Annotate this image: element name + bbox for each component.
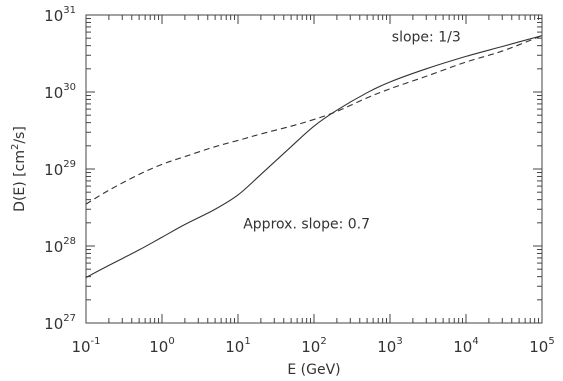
x-tick-label: 10-1 — [71, 336, 100, 356]
y-tick-label: 1031 — [44, 5, 76, 25]
plot-frame — [85, 14, 543, 324]
series-group — [85, 35, 543, 278]
x-tick-label: 102 — [301, 336, 326, 356]
annotation-slope-one-third: slope: 1/3 — [392, 30, 461, 46]
y-axis-title-exp: 2 — [10, 144, 21, 150]
axis-ticks — [85, 14, 543, 324]
y-axis-title-tail: /s] — [12, 126, 28, 143]
solid-series-line — [85, 35, 543, 278]
y-tick-label: 1030 — [44, 82, 76, 102]
x-tick-label: 100 — [149, 336, 174, 356]
y-tick-label: 1029 — [44, 159, 76, 179]
axis-tick-labels: 10-1 100 101 102 103 104 105 1027 1028 1029 1030 10… — [44, 5, 555, 356]
x-axis-title: E (GeV) — [287, 362, 340, 378]
annotation-approx-slope: Approx. slope: 0.7 — [243, 216, 370, 232]
x-tick-label: 103 — [377, 336, 402, 356]
x-tick-label: 104 — [453, 336, 478, 356]
dashed-series-line — [85, 35, 543, 205]
y-tick-label: 1028 — [44, 236, 76, 256]
y-axis-title-main: D(E) [cm — [12, 150, 28, 212]
y-tick-label: 1027 — [44, 313, 76, 333]
y-axis-title: D(E) [cm2/s] — [10, 126, 28, 212]
x-tick-label: 105 — [529, 336, 554, 356]
x-tick-label: 101 — [225, 336, 250, 356]
annotations: slope: 1/3 Approx. slope: 0.7 — [243, 30, 461, 233]
